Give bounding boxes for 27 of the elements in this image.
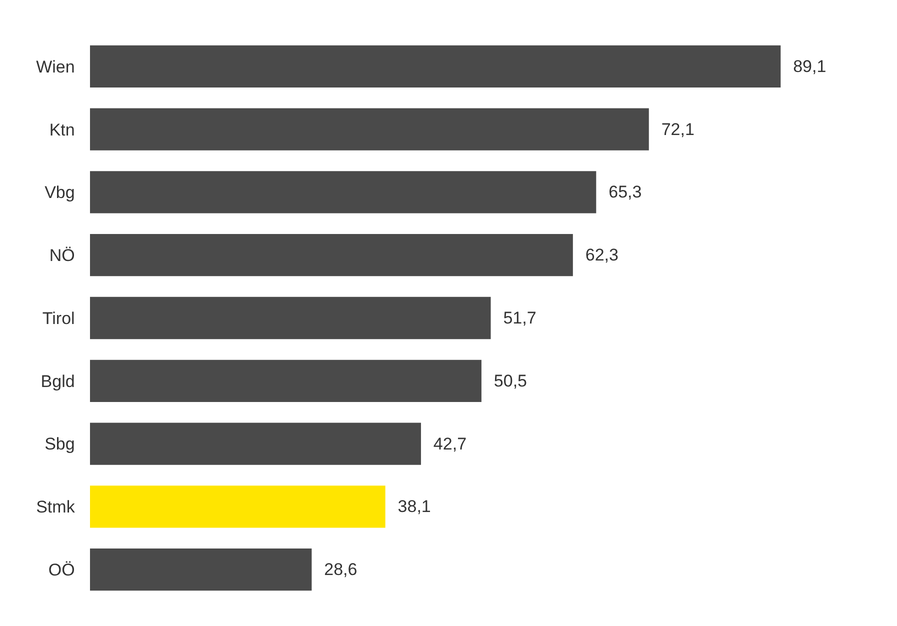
y-tick-label: NÖ	[49, 246, 89, 266]
data-label: 28,6	[314, 560, 358, 580]
bar	[90, 45, 781, 88]
data-label: 38,1	[388, 497, 431, 516]
data-label: 65,3	[599, 182, 642, 202]
bar	[90, 360, 482, 402]
data-label: 42,7	[424, 434, 467, 454]
y-tick-label: Wien	[36, 57, 89, 76]
data-label: 62,3	[576, 246, 618, 265]
data-label: 51,7	[494, 308, 536, 328]
y-tick-label: Vbg	[44, 183, 89, 202]
y-tick-label: Stmk	[36, 498, 89, 517]
bar	[90, 548, 312, 591]
y-tick-label: Tirol	[42, 308, 89, 328]
y-tick-label: Bgld	[40, 372, 89, 391]
bar	[90, 422, 421, 465]
data-label: 72,1	[652, 120, 694, 139]
data-label: 89,1	[784, 56, 826, 76]
bar	[90, 486, 386, 528]
y-tick-label: OÖ	[48, 560, 89, 580]
data-label: 50,5	[484, 371, 527, 390]
y-tick-label: Ktn	[49, 120, 89, 140]
y-tick-label: Sbg	[44, 434, 89, 454]
bar	[90, 296, 491, 340]
bar	[90, 234, 573, 276]
bar	[90, 171, 596, 214]
bar	[90, 108, 649, 150]
